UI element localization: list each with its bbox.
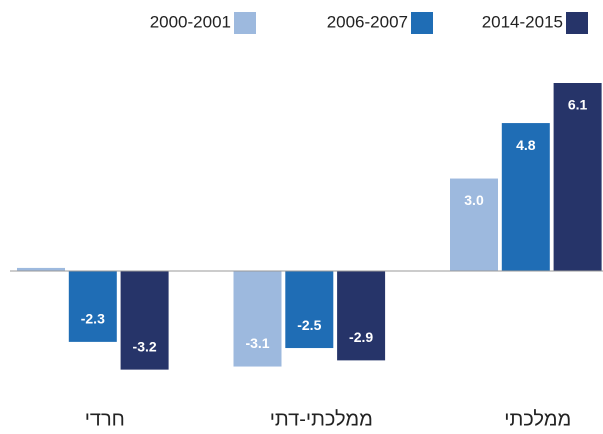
value-label: 6.1 (568, 97, 588, 113)
value-label: -2.5 (297, 317, 321, 333)
value-label: -3.1 (245, 335, 269, 351)
value-label: -3.2 (133, 338, 157, 354)
value-label: -2.9 (349, 329, 373, 345)
value-label: 3.0 (464, 192, 484, 208)
x-tick-label: חרדי (85, 408, 125, 430)
x-tick-label: ממלכתי-דתי (270, 408, 373, 430)
bar (233, 271, 282, 367)
bar (553, 83, 602, 271)
legend-label: 2006-2007 (327, 12, 408, 31)
legend-swatch (566, 12, 588, 34)
bar (501, 123, 550, 271)
value-label: -2.3 (81, 311, 105, 327)
legend-swatch (234, 12, 256, 34)
value-label: 4.8 (516, 137, 536, 153)
bar (68, 271, 117, 342)
legend-label: 2014-2015 (482, 12, 563, 31)
legend-label: 2000-2001 (150, 12, 231, 31)
bar (17, 267, 65, 271)
x-tick-label: ממלכתי (504, 408, 571, 430)
bar (120, 271, 169, 370)
bar (450, 178, 498, 271)
legend-swatch (411, 12, 433, 34)
bar (337, 271, 386, 361)
bar (285, 271, 334, 349)
